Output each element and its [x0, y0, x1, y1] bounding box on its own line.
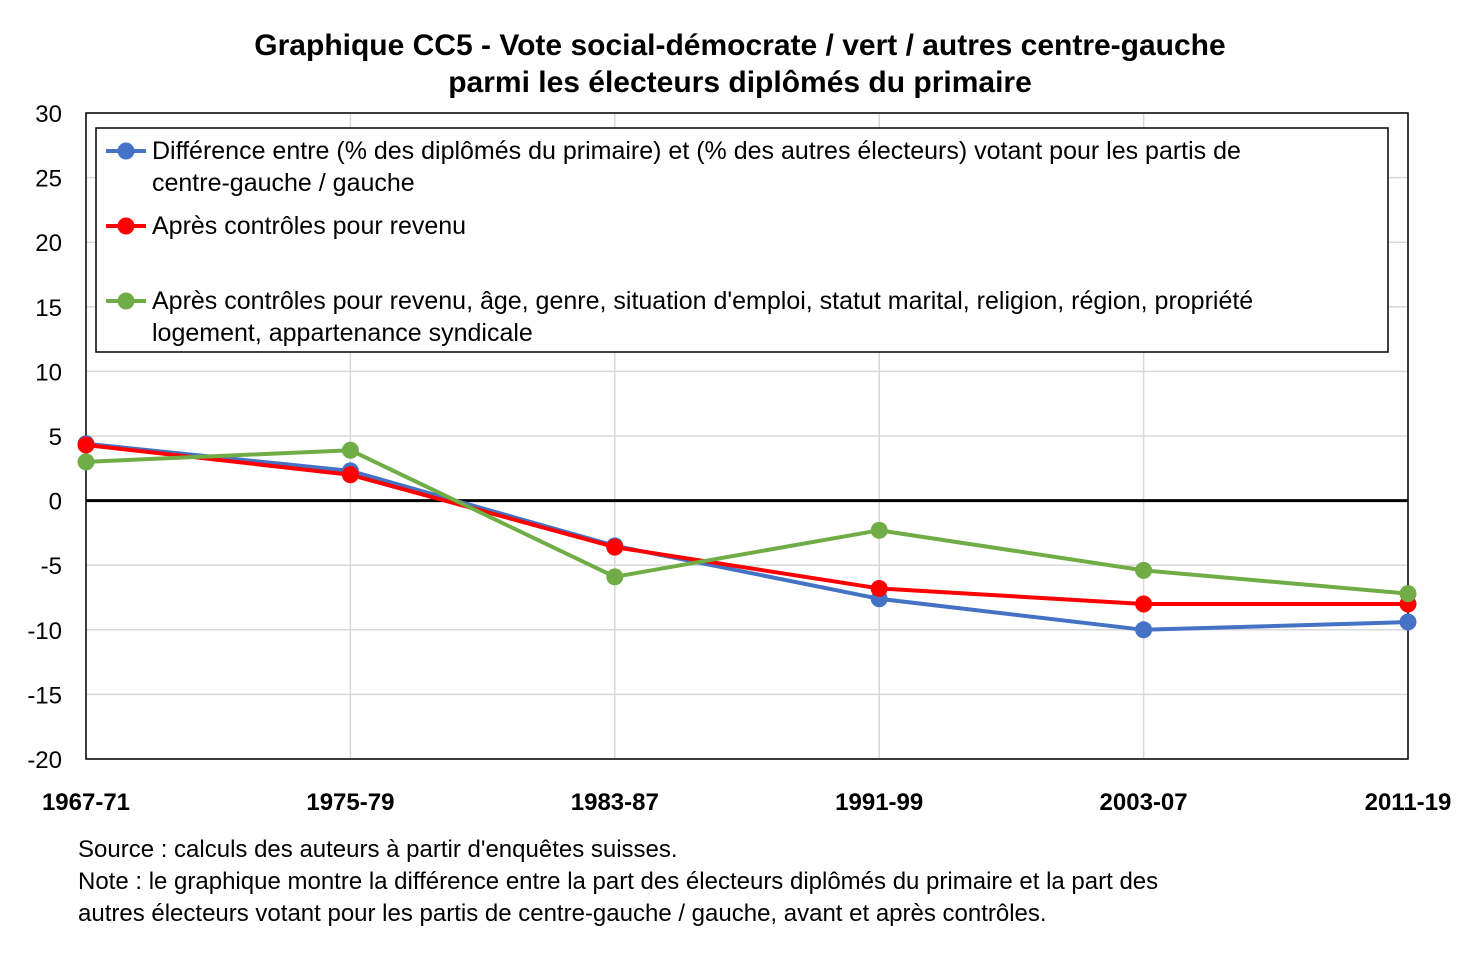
y-tick-label: 15	[35, 295, 62, 322]
y-tick-label: 0	[49, 489, 62, 516]
y-tick-label: 20	[35, 230, 62, 257]
data-point-series-3	[606, 568, 624, 586]
x-tick-label: 1975-79	[306, 789, 394, 816]
chart-notes: Source : calculs des auteurs à partir d'…	[78, 834, 1158, 930]
data-point-series-1	[1135, 621, 1153, 639]
x-tick-label: 1967-71	[42, 789, 130, 816]
legend-entry-text: Différence entre (% des diplômés du prim…	[152, 137, 1241, 165]
data-point-series-3	[77, 453, 95, 471]
x-tick-label: 2003-07	[1100, 789, 1188, 816]
data-point-series-2	[870, 579, 888, 597]
data-point-series-2	[606, 538, 624, 556]
y-tick-label: 5	[49, 424, 62, 451]
legend-entry-text: centre-gauche / gauche	[152, 169, 415, 197]
y-tick-label: -5	[41, 553, 62, 580]
x-tick-label: 1983-87	[571, 789, 659, 816]
y-tick-label: 30	[35, 101, 62, 128]
series-line-3	[85, 448, 1409, 596]
x-tick-label: 1991-99	[835, 789, 923, 816]
chart-title-line: Graphique CC5 - Vote social-démocrate / …	[254, 29, 1225, 62]
y-tick-label: 25	[35, 166, 62, 193]
series-lines	[77, 435, 1417, 639]
data-point-series-3	[1399, 585, 1417, 603]
legend-swatch-marker	[117, 217, 135, 235]
legend-entry-text: Après contrôles pour revenu, âge, genre,…	[152, 287, 1253, 315]
legend-swatch-marker	[117, 142, 135, 160]
series-line-1	[85, 441, 1409, 632]
chart-title-line: parmi les électeurs diplômés du primaire	[448, 66, 1032, 99]
note-line-1: Note : le graphique montre la différence…	[78, 868, 1159, 895]
y-tick-label: -10	[27, 618, 62, 645]
chart-title: Graphique CC5 - Vote social-démocrate / …	[254, 29, 1225, 99]
data-point-series-1	[1399, 613, 1417, 631]
source-note: Source : calculs des auteurs à partir d'…	[78, 836, 678, 863]
data-point-series-2	[1135, 595, 1153, 613]
legend-box	[95, 127, 1389, 353]
y-tick-label: -20	[27, 747, 62, 774]
legend-entry-text: logement, appartenance syndicale	[152, 319, 533, 347]
y-tick-label: 10	[35, 359, 62, 386]
data-point-series-2	[341, 466, 359, 484]
legend: Différence entre (% des diplômés du prim…	[95, 127, 1389, 353]
data-point-series-3	[870, 521, 888, 539]
y-tick-label: -15	[27, 682, 62, 709]
data-point-series-3	[341, 441, 359, 459]
data-point-series-2	[77, 436, 95, 454]
data-point-series-3	[1135, 561, 1153, 579]
note-line-2: autres électeurs votant pour les partis …	[78, 900, 1047, 927]
legend-swatch-marker	[117, 292, 135, 310]
x-tick-label: 2011-19	[1365, 789, 1452, 816]
legend-entry-text: Après contrôles pour revenu	[152, 212, 466, 240]
series-line-2	[85, 443, 1408, 606]
axes: -20 -15 -10 -5 0 5 10 15 20 25 30 1967-71 1975-79 198…	[27, 101, 1451, 816]
